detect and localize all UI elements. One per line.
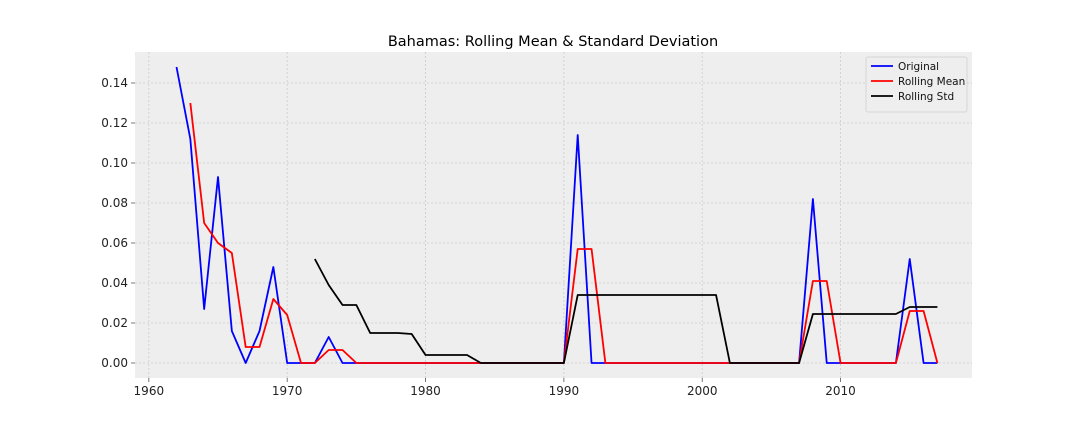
series-layer (175, 66, 939, 364)
x-tick-label: 2010 (825, 384, 856, 398)
y-tick-label: 0.02 (101, 316, 128, 330)
series-line-rolling-std (314, 258, 938, 364)
x-tick-label: 1960 (134, 384, 165, 398)
axis-layer: 1960 1970 1980 1990 2000 2010 0.00 0.02 0.04 0.06… (101, 76, 856, 398)
y-tick-label: 0.12 (101, 116, 128, 130)
x-tick-label: 1990 (549, 384, 580, 398)
y-tick-label: 0.06 (101, 236, 128, 250)
y-tick-label: 0.10 (101, 156, 128, 170)
chart-title: Bahamas: Rolling Mean & Standard Deviati… (388, 34, 718, 50)
legend: Original Rolling Mean Rolling Std (865, 56, 968, 113)
y-tick-label: 0.04 (101, 276, 128, 290)
y-tick-label: 0.08 (101, 196, 128, 210)
legend-label: Rolling Mean (898, 76, 965, 88)
legend-label: Original (898, 61, 939, 73)
y-tick-label: 0.00 (101, 356, 128, 370)
y-tick-label: 0.14 (101, 76, 128, 90)
x-tick-label: 1970 (272, 384, 303, 398)
legend-label: Rolling Std (898, 91, 954, 103)
legend-box (865, 56, 968, 113)
plot-area (135, 52, 972, 378)
x-tick-label: 2000 (687, 384, 718, 398)
x-tick-label: 1980 (410, 384, 441, 398)
